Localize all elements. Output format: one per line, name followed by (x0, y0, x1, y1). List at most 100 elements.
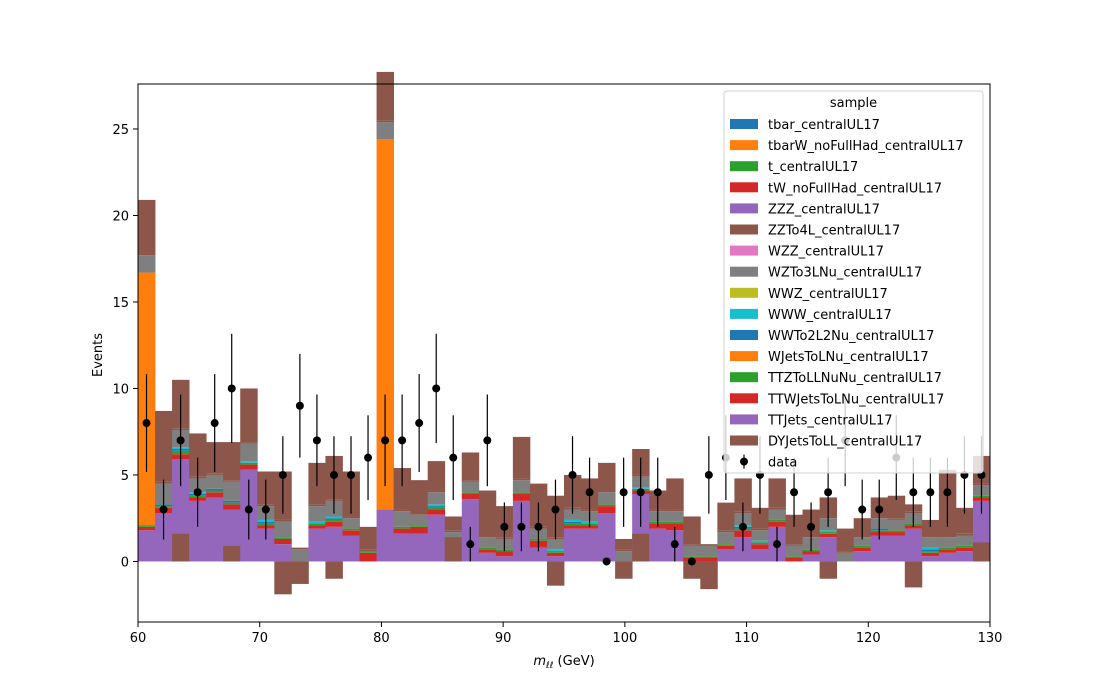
bar-ttwjetstolnu (581, 525, 599, 529)
data-point (517, 522, 526, 531)
legend-swatch (730, 182, 758, 193)
data-point (773, 540, 781, 549)
bar-dyjetstoll (478, 490, 497, 536)
bar-ttjets (598, 513, 616, 562)
bar-wzto3lnu (564, 509, 582, 520)
bar-zzto4l (478, 535, 497, 538)
y-tick-label: 10 (112, 382, 129, 397)
bar-ttwjetstolnu (342, 530, 360, 536)
bar-ttwjetstolnu (274, 538, 292, 545)
bar-zzto4l (308, 504, 326, 507)
bar-ttjets (308, 528, 326, 562)
data-point (500, 522, 509, 531)
bar-zzto4l (240, 442, 258, 444)
bar-ttjets (581, 528, 599, 562)
bar-ttwjetstolnu (598, 506, 616, 514)
legend-label: WWZ_centralUL17 (768, 287, 888, 302)
bar-dyjetstoll (598, 462, 616, 491)
data-point (329, 470, 338, 479)
bar-zzto4l (444, 530, 463, 533)
bar-ttwjetstolnu (564, 525, 582, 529)
legend-label: tbar_centralUL17 (768, 118, 880, 133)
data-point (585, 488, 594, 497)
bar-ttztollnunu (512, 492, 531, 494)
bar-ttwjetstolnu (904, 525, 923, 529)
data-point (398, 436, 407, 445)
data-point (738, 522, 747, 531)
bar-ttwjetstolnu (700, 557, 718, 562)
bar-wzto3lnu (785, 545, 803, 557)
data-point (312, 436, 321, 445)
y-tick-label: 20 (112, 209, 129, 224)
data-point (261, 505, 270, 514)
legend-swatch (730, 287, 758, 298)
bar-ttwjetstolnu (240, 464, 258, 470)
bar-dyjets-low (972, 542, 991, 562)
bar-ttwjetstolnu (819, 533, 838, 538)
bar-ttjets (376, 509, 394, 562)
data-point (227, 384, 236, 393)
data-point (619, 488, 628, 497)
bar-ttztollnunu (887, 530, 906, 533)
bar-zzto4l (666, 509, 684, 512)
bar-zzto4l (393, 509, 412, 512)
bar-ttztollnunu (768, 519, 786, 522)
bar-wwto2l2nu (921, 549, 940, 552)
bar-ttztollnunu (564, 523, 582, 526)
bar-ttztollnunu (240, 462, 258, 465)
data-point (824, 488, 833, 497)
bar-zzto4l (223, 480, 241, 482)
bar-wzto3lnu (223, 481, 241, 501)
bar-ttwjetstolnu (223, 504, 241, 510)
legend-swatch (730, 414, 758, 425)
legend: sample tbar_centralUL17 tbarW_noFullHad_ce… (723, 90, 984, 474)
data-point (653, 488, 662, 497)
bar-dyjets-low (172, 533, 190, 562)
x-axis-label: mℓℓ (GeV) (533, 654, 594, 671)
data-point (244, 505, 253, 514)
bar-ttjets (427, 514, 446, 562)
bar-dyjetstoll (138, 199, 156, 254)
bar-ttztollnunu (274, 537, 292, 539)
bar-dyjetstoll (717, 502, 735, 531)
bar-dyjetstoll (155, 410, 173, 482)
bar-ttjets (138, 530, 156, 562)
bar-ttztollnunu (751, 542, 769, 545)
bar-zzto4l (461, 480, 480, 482)
bar-ttztollnunu (819, 532, 838, 534)
x-tick-label: 130 (978, 631, 1003, 646)
data-point (347, 470, 355, 479)
data-point (875, 505, 884, 514)
bar-dyjetstoll (410, 480, 429, 514)
bar-ttjets (870, 535, 889, 562)
bar-ttwjetstolnu (393, 528, 412, 534)
bar-zzto4l (955, 533, 974, 536)
bar-wzto3lnu (393, 511, 412, 527)
bar-ttztollnunu (700, 556, 718, 558)
bar-zzto4l (138, 253, 156, 256)
bar-dyjetstoll (240, 388, 258, 443)
bar-wzto3lnu (478, 537, 497, 548)
data-point (636, 488, 645, 497)
data-point (568, 470, 577, 479)
data-point (364, 453, 373, 462)
data-point (807, 522, 816, 531)
bar-www (564, 519, 582, 522)
bar-ttjets (206, 497, 224, 562)
legend-swatch (730, 203, 758, 214)
bar-wwto2l2nu (325, 518, 343, 520)
data-point (858, 505, 867, 514)
legend-label: t_centralUL17 (768, 160, 858, 175)
bar-ttwjetstolnu (802, 551, 820, 555)
bar-ttztollnunu (717, 544, 735, 546)
y-tick-label: 5 (121, 469, 129, 484)
y-tick-label: 0 (121, 555, 129, 570)
x-tick-label: 120 (856, 631, 881, 646)
bar-www (240, 461, 258, 463)
bar-ttwjetstolnu (512, 493, 531, 501)
data-point (943, 488, 952, 497)
legend-label: WWTo2L2Nu_centralUL17 (768, 329, 934, 344)
bar-wzto3lnu (512, 480, 531, 493)
bar-ttjets (802, 554, 820, 562)
